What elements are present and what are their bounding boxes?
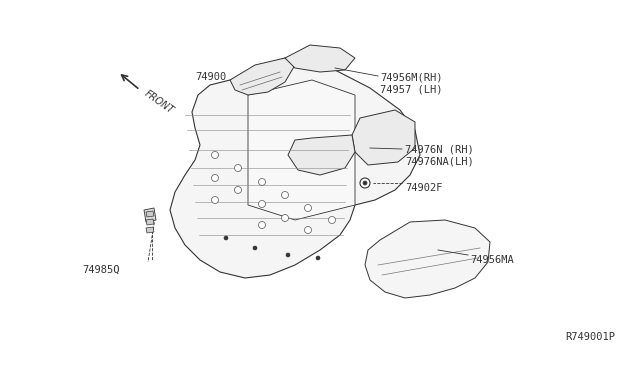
Text: 74956M(RH): 74956M(RH)	[380, 72, 442, 82]
Circle shape	[224, 236, 228, 240]
Circle shape	[305, 227, 312, 234]
Polygon shape	[248, 80, 355, 220]
Circle shape	[316, 256, 320, 260]
Circle shape	[305, 205, 312, 212]
Polygon shape	[170, 58, 420, 278]
Circle shape	[360, 178, 370, 188]
Circle shape	[363, 181, 367, 185]
Circle shape	[211, 151, 218, 158]
Polygon shape	[146, 211, 154, 217]
Circle shape	[253, 246, 257, 250]
Polygon shape	[146, 219, 154, 225]
Text: 74900: 74900	[195, 72, 227, 82]
Polygon shape	[288, 135, 355, 175]
Circle shape	[282, 192, 289, 199]
Circle shape	[259, 179, 266, 186]
Circle shape	[286, 253, 290, 257]
Circle shape	[259, 201, 266, 208]
Polygon shape	[365, 220, 490, 298]
Circle shape	[328, 217, 335, 224]
Text: R749001P: R749001P	[565, 332, 615, 342]
Text: 74957 (LH): 74957 (LH)	[380, 84, 442, 94]
Text: FRONT: FRONT	[143, 88, 176, 115]
Text: 74976N (RH): 74976N (RH)	[405, 145, 474, 155]
Polygon shape	[146, 227, 154, 233]
Polygon shape	[352, 110, 415, 165]
Text: 74902F: 74902F	[405, 183, 442, 193]
Polygon shape	[230, 58, 295, 95]
Text: 74956MA: 74956MA	[470, 255, 514, 265]
Circle shape	[211, 174, 218, 182]
Circle shape	[211, 196, 218, 203]
Circle shape	[234, 186, 241, 193]
Circle shape	[282, 215, 289, 221]
Text: 74985Q: 74985Q	[82, 265, 120, 275]
Polygon shape	[285, 45, 355, 72]
Polygon shape	[144, 208, 156, 222]
Text: 74976NA(LH): 74976NA(LH)	[405, 157, 474, 167]
Circle shape	[259, 221, 266, 228]
Circle shape	[234, 164, 241, 171]
